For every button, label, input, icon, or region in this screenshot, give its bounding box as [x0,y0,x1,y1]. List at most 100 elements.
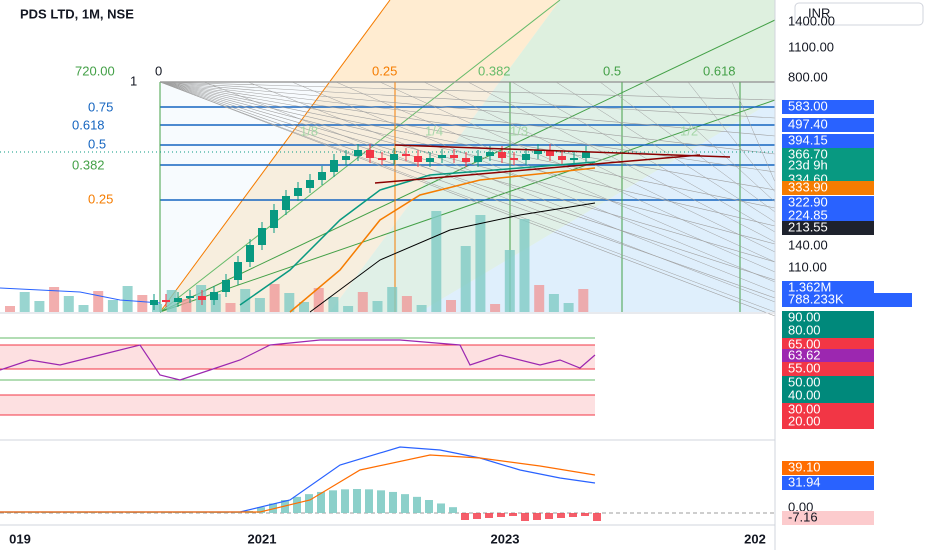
candle [174,298,182,302]
volume-bar [401,296,412,312]
volume-bar [460,246,471,312]
fib-time-label: 0.618 [703,63,736,78]
macd-hist [425,500,433,513]
axis-label: 30.00 [788,401,821,416]
volume-bar [519,219,530,312]
macd-hist [365,489,373,513]
volume-bar [578,289,589,312]
candle [534,150,542,154]
candle [246,245,254,262]
axis-label-bg [782,159,874,173]
candle [258,228,266,245]
gann-line [159,81,776,227]
candle [342,156,350,160]
fib-label: 0.5 [88,136,106,151]
fib-time-label: 0.5 [603,63,621,78]
gann-line [159,81,776,281]
axis-label-bg [782,476,874,490]
axis-label-bg [782,415,874,429]
volume-bar [49,287,60,312]
candle [366,150,374,158]
axis-label: 224.85 [788,207,828,222]
gann-line [247,81,776,293]
macd-hist [509,513,517,516]
time-label: 019 [9,531,31,546]
volume-bar [122,286,133,312]
ema [309,202,596,313]
gann-line [159,81,776,317]
axis-label-bg [782,362,874,376]
axis-label: 213.55 [788,219,828,234]
axis-label: 40.00 [788,387,821,402]
axis-label-bg [782,181,874,195]
candle [522,154,530,160]
axis-label: 39.10 [788,459,821,474]
axis-label-bg [782,293,912,307]
axis-label-bg [782,376,874,390]
candle [546,150,554,156]
axis-label-bg [782,338,874,352]
volume-bar [328,297,339,312]
volume-bar [5,306,15,312]
axis-label: 583.00 [788,98,828,113]
gann-line [731,81,776,183]
volume-bar [372,301,383,312]
axis-label: 1100.00 [788,39,834,54]
candle [186,296,194,298]
macd-hist [413,496,421,513]
fib-time-label: 0.25 [372,63,397,78]
volume-bar [284,293,295,312]
axis-label: 90.00 [788,309,821,324]
candle [270,210,278,228]
gann-line [159,81,776,299]
candle [318,172,326,180]
macd-hist [401,494,409,513]
candle [474,156,482,162]
volume-bar [504,250,515,312]
macd-hist [317,491,325,513]
volume-bar [93,291,104,312]
volume-bar [387,287,398,312]
time-label: 2023 [491,531,520,546]
time-label: 202 [744,531,766,546]
trend-line [374,154,701,184]
volume-bar [313,288,324,312]
candle [150,300,158,305]
macd-hist [473,513,481,519]
trend-line [394,144,731,158]
gann-line [159,81,776,245]
rsi-band [0,395,595,415]
macd-hist [533,513,541,520]
signal-line [0,454,596,513]
volume-bar [254,298,265,312]
fib-label: 720.00 [75,63,115,78]
candle [426,158,434,162]
axis-label-bg [782,461,874,475]
volume-bar [152,304,162,312]
volume-bar [475,215,486,312]
fib-label: 0.25 [88,191,113,206]
candle [462,158,470,162]
axis-label-bg [782,389,874,403]
volume-bar [299,302,309,312]
macd-hist [305,494,313,513]
axis-label: 1400.00 [788,13,835,28]
fib-label: 0.382 [72,157,105,172]
candle [210,292,218,300]
candle [570,158,578,160]
macd-hist [353,489,361,513]
gann-line [159,81,776,191]
fan-label: 1/3 [510,123,528,138]
candle [162,300,170,302]
volume-bar [431,211,442,312]
chart-title: PDS LTD, 1M, NSE [20,6,134,21]
gann-line [159,81,776,155]
volume-bar [34,301,45,312]
time-label: 2021 [248,531,277,546]
currency-box [794,2,924,26]
axis-label: 333.90 [788,179,828,194]
gann-line [599,81,776,213]
macd-hist [293,496,301,513]
gann-line [379,81,776,263]
